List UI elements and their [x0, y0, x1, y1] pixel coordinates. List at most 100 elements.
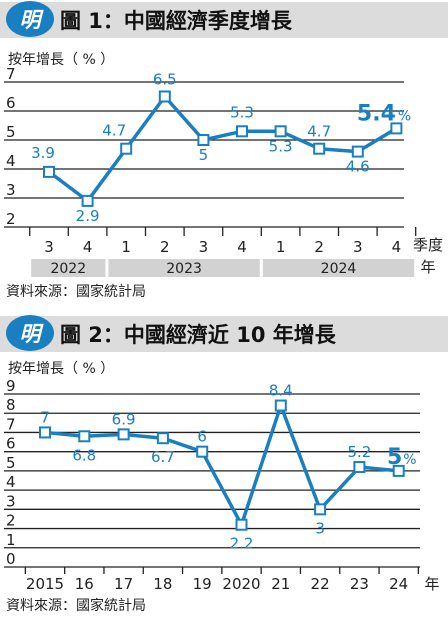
- chart1-year-bands: 2022 2023 2024: [31, 259, 415, 277]
- data-label: 6.8: [72, 446, 96, 464]
- y-tick-label: 3: [6, 181, 16, 199]
- data-point: [196, 445, 209, 458]
- chart1-points: [43, 90, 403, 207]
- x-tick-label: 2: [314, 238, 324, 256]
- data-label: 5.3: [230, 103, 254, 121]
- chart2-series-line: [44, 403, 399, 527]
- data-label: 7: [40, 408, 50, 426]
- x-tick-label: 4: [237, 238, 247, 256]
- data-point: [39, 426, 51, 439]
- data-point: [236, 125, 248, 138]
- chart2-logo-text: 明: [20, 322, 45, 346]
- data-label: 5: [199, 146, 209, 164]
- chart2-title-bar: [0, 316, 448, 352]
- year-band-label: 2022: [50, 261, 86, 277]
- data-label: 3.9: [31, 144, 55, 162]
- x-tick-label: 24: [389, 575, 408, 593]
- data-point: [274, 399, 287, 412]
- data-label: 5: [387, 445, 402, 470]
- x-tick-label: 3: [44, 238, 54, 256]
- x-tick-label: 22: [311, 575, 330, 593]
- data-point: [351, 145, 364, 158]
- chart2-logo-badge: [6, 315, 54, 351]
- y-tick-label: 6: [6, 435, 16, 453]
- x-tick-label: 1: [121, 238, 131, 256]
- data-point: [117, 428, 130, 441]
- y-tick-label: 5: [6, 123, 16, 141]
- y-tick-label: 2: [6, 512, 16, 530]
- x-tick-label: 4: [83, 238, 93, 256]
- chart2-xlabel: 年: [424, 575, 439, 593]
- data-point: [158, 90, 171, 103]
- y-tick-label: 5: [6, 454, 16, 472]
- chart1-source: 資料來源：國家統計局: [6, 283, 146, 300]
- data-point: [81, 194, 94, 207]
- y-tick-label: 0: [6, 550, 16, 568]
- chart1-data-labels: 3.9 2.9 4.7 6.5 5 5.3 5.3 4.7 4.6 5.4%: [31, 71, 411, 225]
- y-tick-label: 7: [6, 415, 16, 433]
- chart1-header: 明 圖 1：中國經濟季度增長: [0, 1, 448, 38]
- x-tick-label: 3: [199, 238, 209, 256]
- data-label: 6: [197, 428, 207, 446]
- chart1-title: 圖 1：中國經濟季度增長: [60, 9, 293, 33]
- data-label: 6.5: [153, 71, 177, 89]
- data-label: 6.9: [112, 410, 136, 428]
- data-label: 4.7: [307, 123, 331, 141]
- data-label: 2.9: [76, 207, 100, 225]
- chart2-gridlines: [4, 393, 420, 568]
- x-tick-label: 2: [160, 238, 170, 256]
- data-point: [313, 142, 326, 155]
- year-band-label: 2023: [166, 261, 202, 277]
- data-point: [390, 122, 403, 135]
- y-tick-label: 1: [6, 531, 16, 549]
- x-tick-label: 23: [350, 575, 369, 593]
- chart2-data-labels: 7 6.8 6.9 6.7 6 2.2 8.4 3 5.2 5%: [40, 382, 416, 553]
- data-label: 3: [315, 519, 325, 537]
- data-point: [156, 432, 169, 445]
- y-tick-label: 2: [6, 210, 16, 228]
- x-tick-label: 18: [153, 575, 172, 593]
- y-tick-label: 9: [6, 377, 16, 395]
- x-tick-label: 1: [276, 238, 286, 256]
- data-label: 8.4: [269, 382, 293, 400]
- chart2-header: 明 圖 2：中國經濟近 10 年增長: [0, 315, 448, 352]
- chart2-source: 資料來源：國家統計局: [6, 597, 146, 614]
- x-tick-label: 21: [271, 575, 290, 593]
- data-label: 6.7: [151, 448, 175, 466]
- x-tick-label: 19: [193, 575, 212, 593]
- year-band: [108, 259, 260, 277]
- chart1-title-bar: [0, 2, 448, 38]
- x-tick-label: 3: [353, 238, 363, 256]
- data-label: 2.2: [230, 535, 254, 553]
- chart1-series-line: [47, 94, 398, 203]
- data-label: 5.2: [347, 443, 371, 461]
- chart1-xlabel-quarter: 季度: [413, 236, 443, 254]
- data-point: [120, 142, 133, 155]
- chart1-xlabel-year: 年: [420, 258, 435, 276]
- data-point: [78, 430, 91, 443]
- data-label-unit: %: [398, 108, 411, 124]
- data-label: 4.6: [346, 158, 370, 176]
- y-tick-label: 8: [6, 396, 16, 414]
- year-band: [262, 259, 415, 277]
- chart1-logo-badge: [6, 1, 54, 37]
- data-point: [392, 464, 405, 477]
- data-point: [43, 165, 55, 178]
- data-point: [353, 461, 366, 474]
- y-tick-label: 6: [6, 94, 16, 112]
- y-tick-label: 4: [6, 152, 16, 170]
- data-point: [235, 518, 248, 531]
- data-label: 5.3: [269, 137, 293, 155]
- data-point: [314, 503, 327, 516]
- x-tick-label: 2015: [26, 575, 64, 593]
- x-tick-label: 4: [392, 238, 402, 256]
- chart1-y-ticks: 2 3 4 5 6 7: [6, 65, 16, 228]
- chart1-ylabel: 按年增長（ % ）: [8, 52, 114, 68]
- year-band-label: 2024: [321, 261, 357, 277]
- data-label-unit: %: [403, 452, 416, 468]
- y-tick-label: 3: [6, 492, 16, 510]
- y-tick-label: 7: [6, 65, 16, 83]
- chart1-x-ticks: 3 4 1 2 3 4 1 2 3 4: [29, 227, 417, 256]
